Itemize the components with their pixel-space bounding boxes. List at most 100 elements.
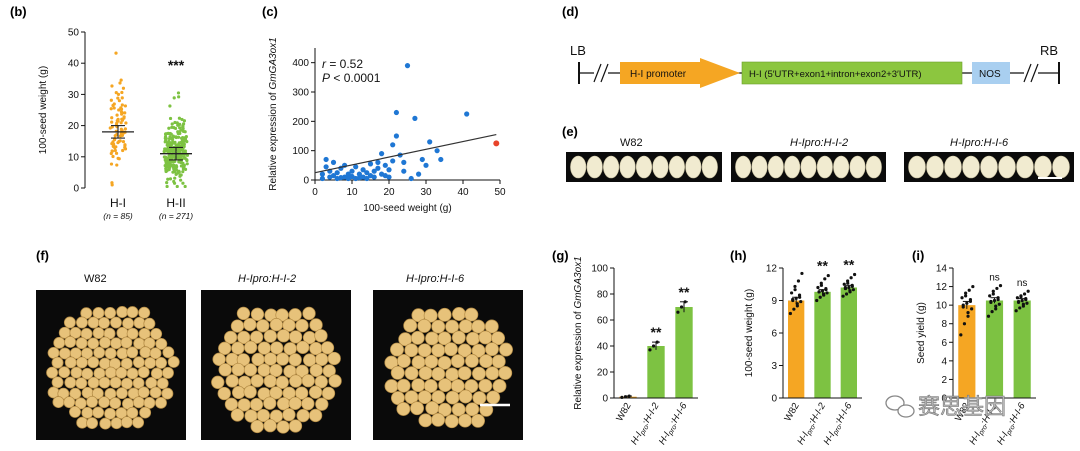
chart-g-expression-bar: 0 20 40 60 80 100 Relative expression of GmGA3… xyxy=(573,256,698,447)
c-xlabel: 100-seed weight (g) xyxy=(363,203,451,214)
b-ytick-label: 30 xyxy=(68,90,80,101)
seed xyxy=(282,318,296,332)
seed xyxy=(816,155,833,179)
b-point-H-I xyxy=(115,163,119,167)
b-point-H-II xyxy=(168,104,172,108)
seed xyxy=(263,418,277,433)
panel-label-c: (c) xyxy=(262,4,278,19)
seed xyxy=(471,366,486,381)
construct-lb-label: LB xyxy=(570,43,586,58)
i-point-0 xyxy=(966,314,970,318)
b-ytick-label: 50 xyxy=(68,28,80,39)
b-point-H-I xyxy=(121,148,125,153)
b-point-H-II xyxy=(175,184,179,189)
seed xyxy=(314,375,328,389)
c-xtick-label: 10 xyxy=(346,187,358,198)
i-bar-2 xyxy=(1013,300,1031,398)
seed xyxy=(603,155,620,179)
seed xyxy=(243,385,257,399)
b-point-H-II xyxy=(166,141,170,145)
seed xyxy=(457,343,472,358)
h-point-0 xyxy=(791,297,795,302)
seed xyxy=(269,363,283,378)
b-point-H-II xyxy=(167,154,171,158)
i-point-1 xyxy=(991,292,995,296)
seed xyxy=(308,385,323,399)
seed xyxy=(109,376,122,389)
seed xyxy=(998,155,1016,179)
c-point xyxy=(423,162,429,168)
seed xyxy=(243,363,258,377)
b-point-H-II xyxy=(178,126,182,130)
h-point-0 xyxy=(799,299,803,304)
seed xyxy=(155,356,168,369)
i-point-2 xyxy=(1019,294,1023,298)
seed xyxy=(431,390,446,405)
h-point-0 xyxy=(792,307,796,311)
g-significance-1: ** xyxy=(651,324,662,340)
i-point-2 xyxy=(1021,302,1025,306)
seed xyxy=(269,386,283,400)
seed xyxy=(81,406,94,419)
b-point-H-I xyxy=(109,107,113,111)
g-ylabel: Relative expression of GmGA3ox1 xyxy=(573,256,584,409)
seed xyxy=(410,330,425,345)
seed xyxy=(263,352,278,366)
seed xyxy=(418,366,433,381)
seed xyxy=(155,396,167,409)
b-point-H-II xyxy=(167,137,172,141)
photo-f-label-hi2: H-Ipro:H-I-2 xyxy=(238,273,296,285)
seed xyxy=(87,376,100,389)
b-point-H-II xyxy=(183,156,187,160)
c-point xyxy=(390,142,396,148)
h-ylabel: 100-seed weight (g) xyxy=(744,289,755,377)
seed xyxy=(244,340,258,354)
seed xyxy=(110,337,123,350)
b-point-H-II xyxy=(178,131,182,136)
c-point xyxy=(330,159,337,165)
b-point-H-I xyxy=(120,96,124,100)
seed xyxy=(211,375,225,389)
i-ytick-label: 0 xyxy=(941,394,947,405)
seed xyxy=(685,155,702,179)
seed xyxy=(110,316,122,329)
c-point xyxy=(386,174,392,180)
seed xyxy=(75,377,88,390)
i-point-1 xyxy=(997,302,1001,306)
seed xyxy=(132,356,145,369)
i-point-2 xyxy=(1022,292,1027,296)
b-point-H-I xyxy=(109,98,113,102)
seed xyxy=(53,336,66,349)
photo-e-label-hi2: H-Ipro:H-I-2 xyxy=(790,137,848,149)
seed xyxy=(865,155,882,179)
seed xyxy=(98,396,111,409)
seed xyxy=(231,385,246,400)
c-point xyxy=(390,158,396,164)
seed xyxy=(472,391,487,405)
g-ytick-label: 40 xyxy=(597,342,609,353)
b-point-H-I xyxy=(116,119,120,123)
h-point-2 xyxy=(844,292,849,296)
b-point-H-II xyxy=(177,95,181,99)
seed xyxy=(980,155,998,179)
b-point-H-II xyxy=(168,177,173,181)
g-point-1 xyxy=(651,344,656,348)
seed xyxy=(288,419,303,433)
seed xyxy=(230,408,245,422)
seed xyxy=(104,366,117,379)
b-point-H-I xyxy=(110,142,114,146)
i-ytick-label: 12 xyxy=(936,282,948,293)
i-point-1 xyxy=(990,310,994,314)
h-point-2 xyxy=(843,285,847,290)
seed xyxy=(86,417,99,430)
seed xyxy=(701,155,718,179)
seed xyxy=(98,376,111,389)
b-point-H-I xyxy=(123,127,128,131)
b-point-H-II xyxy=(185,162,189,166)
seed xyxy=(250,419,264,434)
seed xyxy=(296,340,310,355)
seed xyxy=(1052,155,1070,179)
seed xyxy=(46,366,59,379)
seed xyxy=(139,346,152,359)
seed xyxy=(478,378,493,393)
